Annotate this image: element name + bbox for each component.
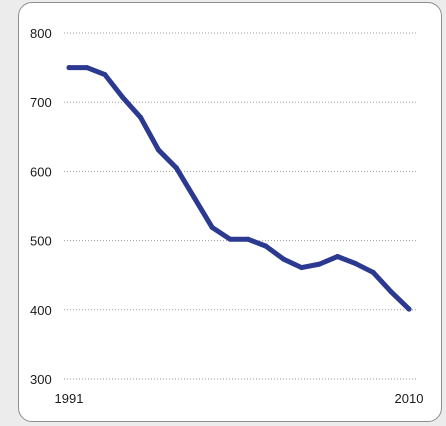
y-tick-label-500: 500 bbox=[30, 234, 52, 249]
y-tick-label-800: 800 bbox=[30, 26, 52, 41]
data-point-2000 bbox=[227, 236, 233, 242]
data-point-2003 bbox=[281, 256, 287, 262]
data-point-1997 bbox=[173, 165, 179, 171]
data-point-2010 bbox=[406, 306, 412, 312]
y-tick-label-300: 300 bbox=[30, 372, 52, 387]
data-point-1996 bbox=[155, 147, 161, 153]
data-point-2001 bbox=[245, 236, 251, 242]
data-point-2005 bbox=[317, 261, 323, 267]
y-tick-label-600: 600 bbox=[30, 164, 52, 179]
data-point-1994 bbox=[120, 94, 126, 100]
data-point-1991 bbox=[66, 65, 72, 71]
data-point-1992 bbox=[84, 65, 90, 71]
data-point-2002 bbox=[263, 243, 269, 249]
data-point-2007 bbox=[352, 260, 358, 266]
data-point-1999 bbox=[209, 224, 215, 230]
x-tick-label-1991: 1991 bbox=[55, 391, 84, 406]
series-line-0 bbox=[66, 65, 412, 312]
data-point-1993 bbox=[102, 72, 108, 78]
x-tick-label-2010: 2010 bbox=[395, 391, 424, 406]
data-point-2004 bbox=[299, 265, 305, 271]
data-point-1998 bbox=[191, 195, 197, 201]
data-point-2009 bbox=[388, 289, 394, 295]
chart-card bbox=[18, 2, 442, 422]
y-tick-label-700: 700 bbox=[30, 95, 52, 110]
y-tick-label-400: 400 bbox=[30, 303, 52, 318]
data-point-2006 bbox=[334, 254, 340, 260]
data-point-1995 bbox=[138, 114, 144, 120]
data-point-2008 bbox=[370, 269, 376, 275]
